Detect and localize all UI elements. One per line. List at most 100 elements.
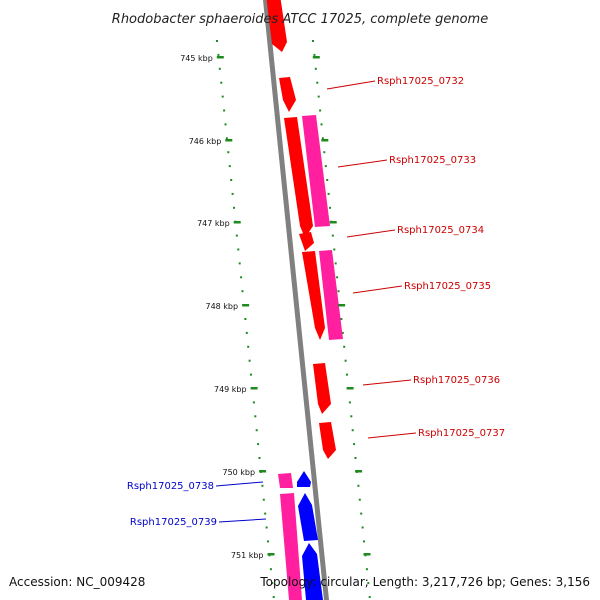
scale-label: 747 kbp <box>197 219 230 228</box>
tick-dot <box>218 67 221 70</box>
tick-dot <box>367 582 370 585</box>
gene-label: Rsph17025_0738 <box>127 481 214 492</box>
tick-dot <box>238 262 241 265</box>
tick-dot <box>257 443 260 446</box>
tick-dot <box>272 596 275 598</box>
tick-dot <box>230 179 233 181</box>
tick-dot <box>320 123 323 126</box>
tick-dot <box>329 206 331 209</box>
cds-arrow <box>297 471 311 487</box>
tick-dot <box>255 429 258 432</box>
tick-dot <box>363 540 365 543</box>
tick-dot <box>228 165 231 168</box>
tick-dot <box>323 151 326 154</box>
tick-dot <box>250 373 252 376</box>
tick-dot <box>252 401 255 404</box>
tick-dot <box>316 81 319 84</box>
tick-dot <box>358 498 361 501</box>
tick-dot <box>314 67 317 70</box>
map-title: Rhodobacter sphaeroides ATCC 17025, comp… <box>112 12 488 27</box>
cds-arrow <box>302 251 325 340</box>
major-tick <box>312 56 320 59</box>
tick-dot <box>343 345 346 348</box>
tick-dot <box>237 248 240 251</box>
cds-arrow <box>266 0 287 52</box>
accession-text: Accession: NC_009428 <box>9 575 145 589</box>
gene-label: Rsph17025_0737 <box>418 428 505 439</box>
major-tick <box>242 304 250 307</box>
major-tick <box>216 56 224 59</box>
cds-arrow <box>299 232 314 251</box>
tick-dot <box>326 179 329 181</box>
scale-label: 745 kbp <box>180 54 213 63</box>
tick-dot <box>267 540 269 543</box>
major-tick <box>250 387 258 390</box>
label-leader <box>367 432 417 439</box>
genome-backbone <box>262 0 330 600</box>
tick-dot <box>261 484 264 487</box>
major-tick <box>233 221 241 224</box>
cds-arrow <box>313 363 331 414</box>
label-leader <box>352 285 403 294</box>
cds-arrow <box>302 543 323 600</box>
gene-band <box>319 250 343 340</box>
gene-label: Rsph17025_0736 <box>413 375 500 386</box>
tick-dot <box>235 234 238 237</box>
major-tick <box>259 470 267 473</box>
major-tick <box>338 304 346 307</box>
tick-dot <box>317 95 320 98</box>
major-tick <box>321 139 329 142</box>
tick-dot <box>244 318 247 320</box>
tick-dot <box>217 53 220 56</box>
label-leaders <box>215 80 417 523</box>
gene-labels: Rsph17025_0732 Rsph17025_0733 Rsph17025_07… <box>127 76 505 528</box>
tick-dot <box>353 443 356 446</box>
tick-dot <box>350 415 353 418</box>
tick-dot <box>241 290 244 293</box>
tick-dot <box>225 137 228 140</box>
feature-track <box>266 0 343 600</box>
tick-dot <box>240 276 243 279</box>
scale-label: 749 kbp <box>214 385 247 394</box>
tick-dot <box>337 290 340 293</box>
tick-dot <box>221 95 224 98</box>
tick-dot <box>271 582 274 585</box>
cds-arrow <box>284 117 313 238</box>
tick-dot <box>233 206 235 209</box>
tick-dot <box>264 512 267 515</box>
major-tick <box>225 139 233 142</box>
cds-arrow <box>319 422 336 459</box>
gene-label: Rsph17025_0735 <box>404 281 491 292</box>
tick-dot <box>312 40 314 42</box>
tick-dot <box>333 248 336 251</box>
tick-dot <box>334 262 337 265</box>
scale-label: 750 kbp <box>222 468 255 477</box>
label-leader <box>218 518 267 523</box>
major-tick <box>346 387 354 390</box>
tick-dot <box>365 568 368 571</box>
tick-dot <box>319 109 322 112</box>
tick-dot <box>346 373 348 376</box>
gene-label: Rsph17025_0739 <box>130 517 217 528</box>
tick-dot <box>223 109 226 112</box>
tick-dot <box>348 401 351 404</box>
tick-dot <box>324 165 327 168</box>
gene-band <box>280 493 302 600</box>
cds-arrow <box>279 77 296 112</box>
tick-dot <box>231 192 234 195</box>
topology-text: Topology: circular; Length: 3,217,726 bp… <box>259 575 590 589</box>
tick-dot <box>341 331 344 334</box>
gene-band <box>302 115 330 227</box>
tick-dot <box>216 40 218 42</box>
label-leader <box>346 229 396 238</box>
gene-label: Rsph17025_0734 <box>397 225 484 236</box>
label-leader <box>362 379 412 386</box>
scale-label: 751 kbp <box>231 551 264 560</box>
cds-arrow <box>298 493 318 541</box>
tick-dot <box>336 276 339 279</box>
gene-label: Rsph17025_0733 <box>389 155 476 166</box>
tick-dot <box>361 526 364 529</box>
tick-dot <box>254 415 257 418</box>
tick-dot <box>331 234 334 237</box>
